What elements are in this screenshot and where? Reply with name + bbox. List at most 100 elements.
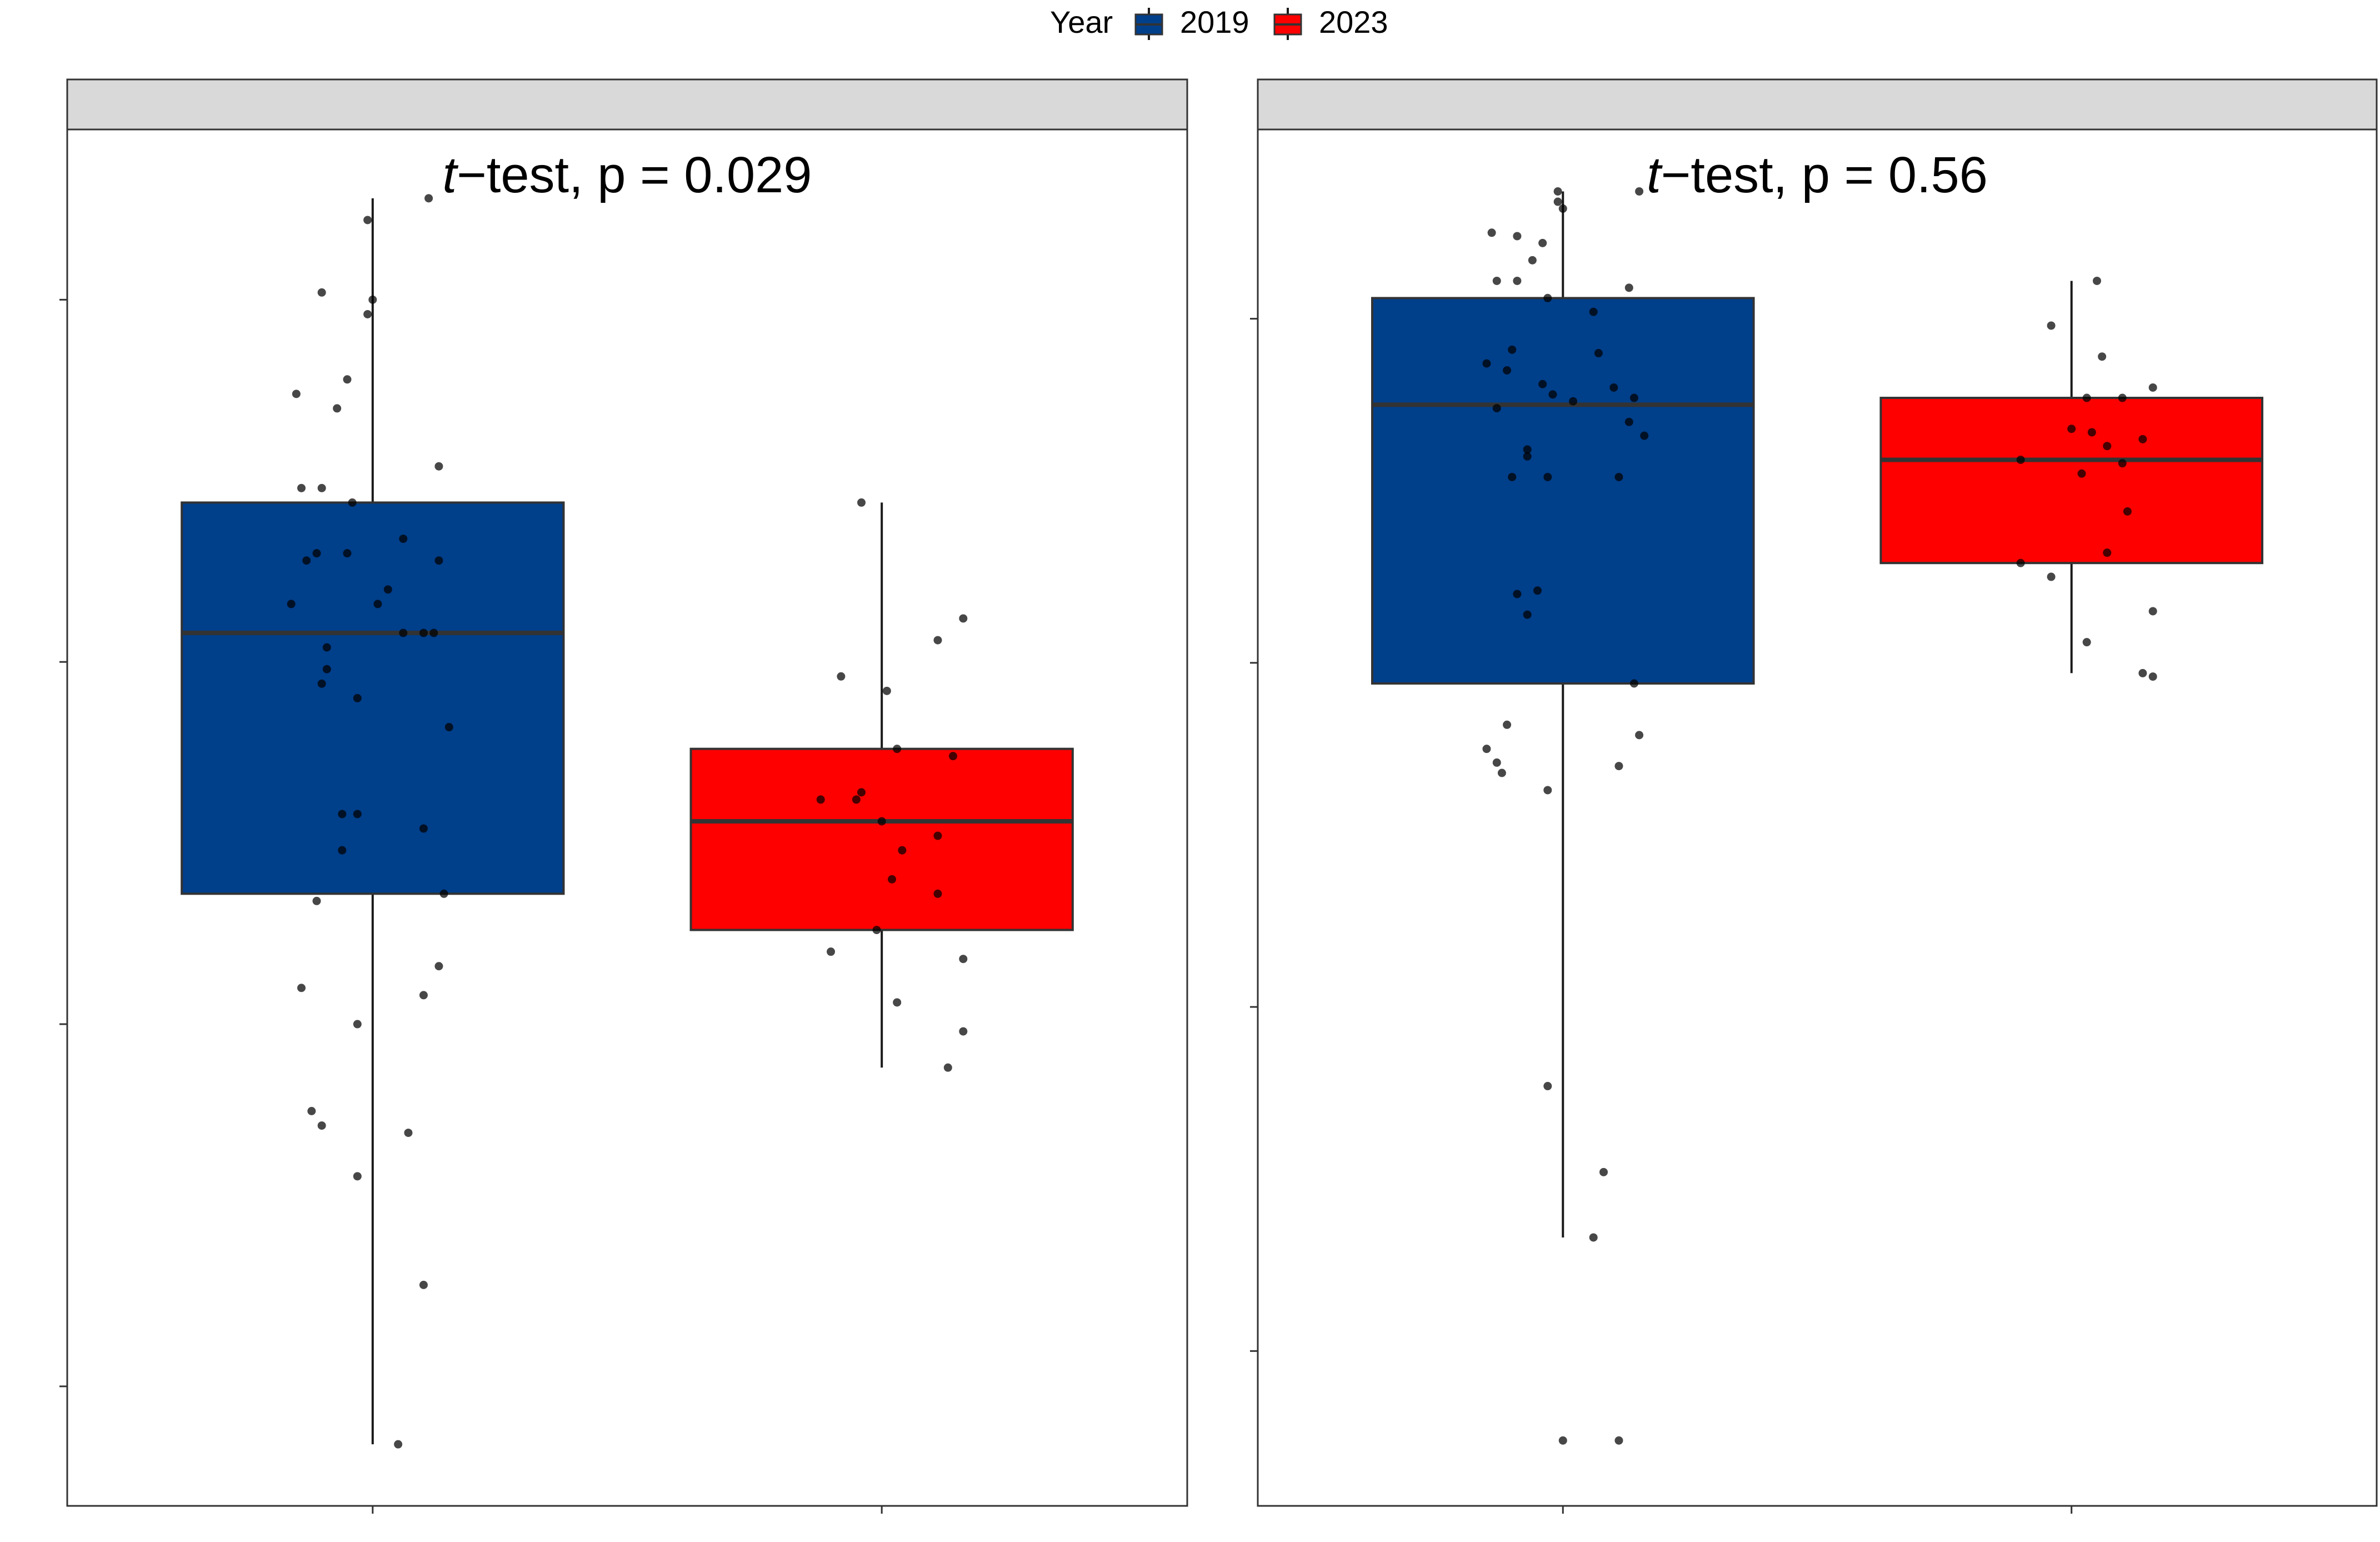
data-point-2023 <box>948 752 957 761</box>
data-point-2019 <box>1589 1233 1598 1242</box>
data-point-2019 <box>444 723 453 732</box>
test-statistic-symbol: t <box>443 147 459 203</box>
data-point-2019 <box>302 556 311 565</box>
data-point-2019 <box>373 600 382 608</box>
data-point-2019 <box>1503 366 1512 375</box>
data-point-2019 <box>1538 238 1547 247</box>
data-point-2019 <box>1624 417 1633 426</box>
data-point-2019 <box>383 585 392 594</box>
data-point-2023 <box>2148 383 2157 392</box>
data-point-2019 <box>1543 293 1552 302</box>
data-point-2019 <box>338 810 347 819</box>
data-point-2019 <box>333 404 342 413</box>
data-point-2019 <box>1543 786 1552 795</box>
facet-strip-shannon <box>66 78 1188 131</box>
data-point-2019 <box>419 1280 428 1289</box>
data-point-2019 <box>338 846 347 855</box>
data-point-2023 <box>816 795 825 804</box>
data-point-2023 <box>857 498 866 507</box>
data-point-2019 <box>1513 232 1522 241</box>
data-point-2019 <box>1492 404 1501 413</box>
data-point-2019 <box>317 1121 326 1130</box>
data-point-2019 <box>353 1020 362 1029</box>
data-point-2023 <box>959 614 968 623</box>
facet-strip-simpson <box>1257 78 2378 131</box>
data-point-2019 <box>353 693 362 702</box>
data-point-2019 <box>353 810 362 819</box>
data-point-2019 <box>1503 720 1512 729</box>
data-point-2023 <box>2103 548 2112 557</box>
data-point-2019 <box>1594 349 1603 358</box>
test-result-text: −test, p = 0.029 <box>457 147 812 203</box>
box-2019 <box>181 501 565 895</box>
data-point-2019 <box>434 556 443 565</box>
data-point-2023 <box>893 745 902 753</box>
box-2023 <box>689 747 1074 931</box>
data-point-2019 <box>322 665 331 673</box>
data-point-2023 <box>2148 607 2157 616</box>
data-point-2019 <box>317 288 326 297</box>
data-point-2019 <box>368 295 377 304</box>
test-annotation: t−test, p = 0.029 <box>443 147 812 203</box>
data-point-2019 <box>424 194 433 203</box>
data-point-2019 <box>363 310 372 318</box>
data-point-2023 <box>2047 321 2056 330</box>
data-point-2023 <box>2123 507 2132 516</box>
data-point-2019 <box>1558 204 1567 213</box>
data-point-2019 <box>429 628 438 637</box>
box-2023 <box>1879 397 2264 565</box>
test-annotation: t−test, p = 0.56 <box>1647 147 1988 203</box>
data-point-2019 <box>399 535 408 543</box>
data-point-2023 <box>857 788 866 797</box>
data-point-2019 <box>1589 307 1598 316</box>
data-point-2019 <box>353 1172 362 1181</box>
data-point-2023 <box>2016 455 2025 464</box>
data-point-2023 <box>2067 425 2076 433</box>
data-point-2023 <box>2103 442 2112 451</box>
data-point-2019 <box>1538 380 1547 388</box>
data-point-2019 <box>1629 393 1638 402</box>
data-point-2023 <box>2118 459 2127 468</box>
data-point-2019 <box>1508 472 1517 481</box>
data-point-2019 <box>1513 276 1522 285</box>
data-point-2023 <box>959 955 968 964</box>
data-point-2019 <box>312 549 321 558</box>
data-point-2019 <box>1614 762 1623 771</box>
data-point-2019 <box>317 483 326 492</box>
data-point-2023 <box>2093 276 2101 285</box>
data-point-2023 <box>943 1063 952 1072</box>
data-point-2023 <box>933 831 942 840</box>
data-point-2023 <box>933 636 942 645</box>
data-point-2019 <box>1558 1436 1567 1445</box>
data-point-2019 <box>1523 610 1532 619</box>
data-point-2019 <box>1543 1082 1552 1091</box>
data-point-2023 <box>827 947 836 956</box>
data-point-2019 <box>1640 431 1649 440</box>
data-point-2023 <box>882 686 891 695</box>
data-point-2019 <box>287 600 296 608</box>
data-point-2023 <box>877 817 886 826</box>
data-point-2019 <box>1523 452 1532 461</box>
data-point-2023 <box>2047 572 2056 581</box>
data-point-2019 <box>1609 383 1618 392</box>
panel-simpson: t−test, p = 0.56 <box>1250 78 2378 1514</box>
data-point-2023 <box>852 795 861 804</box>
data-point-2019 <box>1533 586 1542 595</box>
data-point-2019 <box>1523 445 1532 454</box>
data-point-2019 <box>1482 359 1491 368</box>
data-point-2019 <box>297 984 306 992</box>
data-point-2023 <box>2082 638 2091 647</box>
data-point-2019 <box>419 824 428 833</box>
data-point-2023 <box>2077 469 2086 478</box>
data-point-2019 <box>404 1129 413 1137</box>
data-point-2019 <box>1569 397 1578 406</box>
data-point-2019 <box>292 390 301 398</box>
data-point-2019 <box>317 679 326 688</box>
data-point-2023 <box>959 1027 968 1036</box>
data-point-2019 <box>419 991 428 1000</box>
data-point-2023 <box>2138 435 2147 443</box>
data-point-2019 <box>348 498 357 507</box>
data-point-2019 <box>1635 187 1644 196</box>
data-point-2019 <box>343 375 352 384</box>
